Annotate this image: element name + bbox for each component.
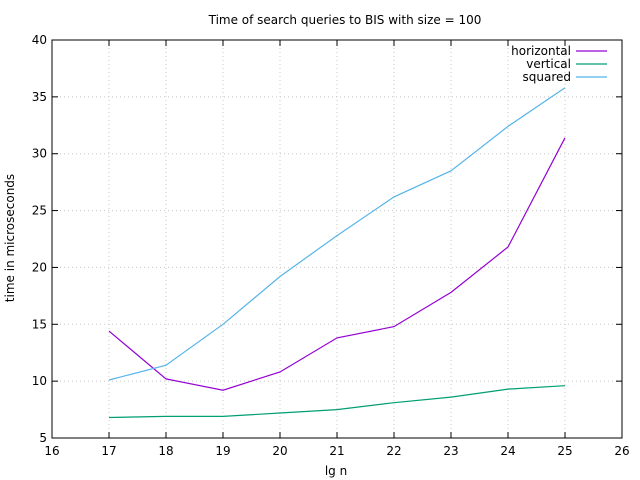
y-tick-label: 5 xyxy=(39,431,47,445)
grid xyxy=(52,40,622,438)
y-tick-label: 20 xyxy=(32,260,47,274)
legend-label-squared: squared xyxy=(523,70,572,84)
x-axis-label: lg n xyxy=(325,464,347,478)
x-tick-label: 22 xyxy=(386,444,401,458)
series-line-squared xyxy=(108,87,566,381)
x-tick-label: 26 xyxy=(614,444,629,458)
x-tick-label: 16 xyxy=(44,444,59,458)
plot-frame xyxy=(51,39,623,439)
x-tick-label: 19 xyxy=(215,444,230,458)
series-line-horizontal xyxy=(108,137,566,391)
x-tick-label: 21 xyxy=(329,444,344,458)
x-tick-label: 25 xyxy=(557,444,572,458)
chart-title: Time of search queries to BIS with size … xyxy=(208,13,482,27)
y-tick-label: 30 xyxy=(32,147,47,161)
x-tick-label: 18 xyxy=(158,444,173,458)
series-lines xyxy=(108,87,566,419)
axis-ticks: 16 17 18 19 20 21 22 23 24 25 26 5 10 15 20 25 30 35 40 xyxy=(32,33,630,458)
y-axis-label: time in microseconds xyxy=(3,174,17,302)
x-tick-label: 17 xyxy=(101,444,116,458)
y-tick-label: 15 xyxy=(32,317,47,331)
x-tick-label: 24 xyxy=(500,444,515,458)
legend-label-horizontal: horizontal xyxy=(511,44,571,58)
y-tick-label: 35 xyxy=(32,90,47,104)
x-tick-label: 20 xyxy=(272,444,287,458)
x-tick-label: 23 xyxy=(443,444,458,458)
y-tick-label: 40 xyxy=(32,33,47,47)
y-tick-label: 10 xyxy=(32,374,47,388)
legend-label-vertical: vertical xyxy=(526,57,571,71)
series-line-vertical xyxy=(108,385,566,419)
y-tick-label: 25 xyxy=(32,204,47,218)
